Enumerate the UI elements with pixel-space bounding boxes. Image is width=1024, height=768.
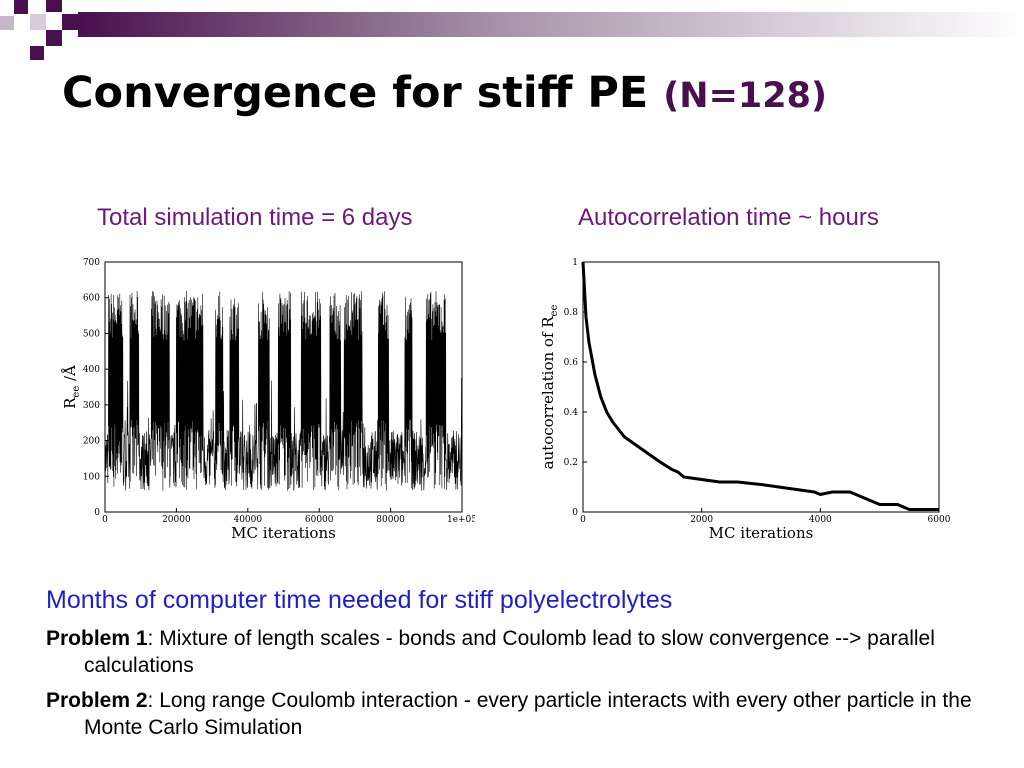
problem-2-label: Problem 2 [46, 689, 148, 712]
plot-frame [104, 261, 463, 513]
caption-right: Autocorrelation time ~ hours [578, 204, 879, 231]
chart-ree-trace: 0 20000 40000 60000 80000 1e+05 0 100 200 300 400 5… [61, 258, 475, 542]
chart-autocorrelation: 0 2000 4000 6000 0 0.2 0.4 0.6 0.8 1 MC iterations… [539, 258, 951, 542]
y-tick-label: 0.2 [564, 458, 578, 468]
y-axis-label: autocorrelation of Ree [539, 305, 560, 470]
y-tick-label: 0.6 [564, 358, 579, 368]
y-axis-label-main: R [61, 397, 79, 409]
problem-1: Problem 1: Mixture of length scales - bo… [46, 625, 996, 679]
plot-frame [582, 261, 940, 513]
y-tick-label: 100 [83, 472, 100, 482]
y-axis-label-sub: ee [549, 305, 560, 317]
series-autocorrelation [581, 261, 939, 511]
problem-2-text: : Long range Coulomb interaction - every… [84, 689, 972, 739]
lead-bullet: Months of computer time needed for stiff… [46, 586, 673, 614]
series-ree-trace [104, 290, 463, 491]
x-axis-label: MC iterations [709, 524, 814, 542]
x-tick-label: 80000 [376, 515, 405, 525]
x-tick-label: 0 [580, 515, 586, 525]
x-tick-label: 60000 [305, 515, 334, 525]
slide-title: Convergence for stiff PE (N=128) [62, 68, 827, 118]
x-tick-label: 4000 [809, 515, 832, 525]
y-axis-label-sub: ee [71, 386, 82, 398]
y-tick-label: 500 [83, 329, 100, 339]
caption-left: Total simulation time = 6 days [97, 204, 413, 231]
header-decoration [0, 0, 1024, 60]
y-tick-label: 0 [572, 508, 578, 518]
x-tick-label: 0 [102, 515, 108, 525]
y-tick-label: 600 [83, 294, 100, 304]
y-tick-label: 1 [572, 258, 578, 268]
y-tick-label: 400 [83, 365, 100, 375]
y-tick-label: 200 [83, 437, 100, 447]
y-tick-label: 700 [83, 258, 100, 268]
x-tick-label: 20000 [162, 515, 191, 525]
x-tick-label: 1e+05 [447, 515, 475, 525]
problem-2: Problem 2: Long range Coulomb interactio… [46, 687, 996, 741]
y-tick-label: 0 [94, 508, 100, 518]
y-tick-label: 300 [83, 401, 100, 411]
y-tick-label: 0.4 [564, 408, 579, 418]
x-tick-label: 6000 [928, 515, 951, 525]
slide-title-main: Convergence for stiff PE [62, 68, 649, 118]
slide-title-suffix: (N=128) [663, 76, 827, 116]
x-tick-label: 40000 [233, 515, 262, 525]
bullet-list: Months of computer time needed for stiff… [46, 586, 996, 749]
y-axis-label-main: autocorrelation of R [539, 316, 557, 470]
x-axis-label: MC iterations [231, 524, 336, 542]
y-axis-label-tail: /Å [61, 365, 79, 386]
y-axis-label: Ree /Å [61, 365, 82, 409]
problem-1-label: Problem 1 [46, 627, 148, 650]
y-tick-label: 0.8 [564, 308, 579, 318]
x-tick-label: 2000 [690, 515, 713, 525]
problem-1-text: : Mixture of length scales - bonds and C… [84, 627, 935, 677]
